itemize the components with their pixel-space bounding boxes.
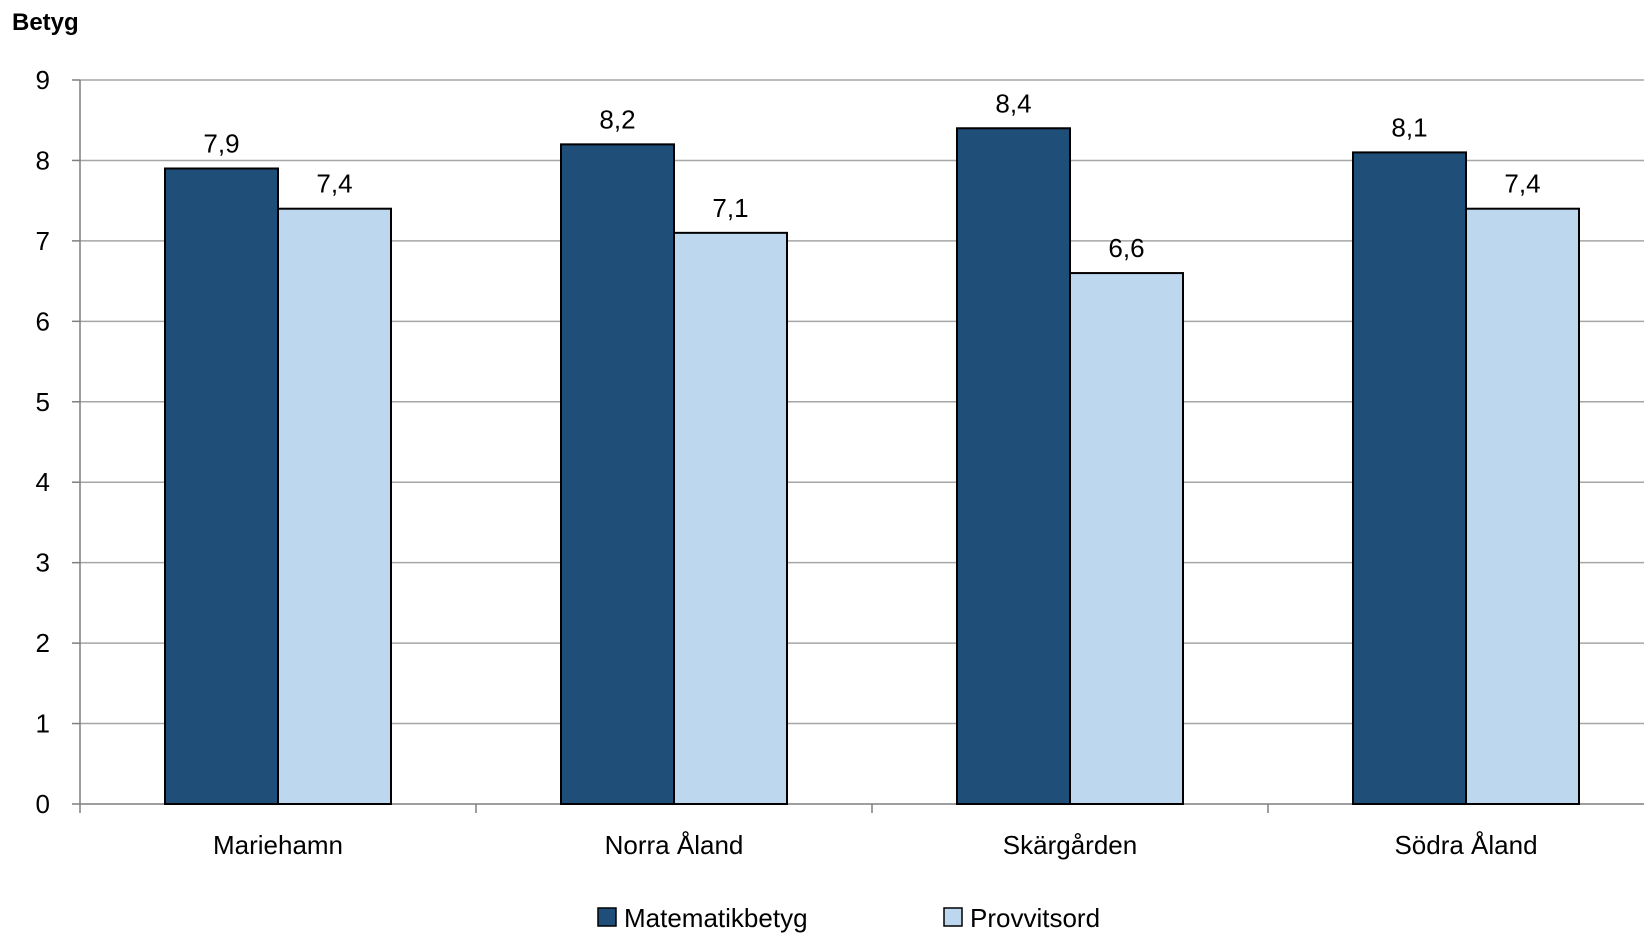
data-label: 8,4 bbox=[995, 88, 1031, 118]
y-tick-label: 5 bbox=[36, 387, 50, 417]
y-tick-label: 4 bbox=[36, 467, 50, 497]
data-label: 8,1 bbox=[1391, 112, 1427, 142]
y-tick-label: 3 bbox=[36, 548, 50, 578]
bar-provvitsord bbox=[1465, 207, 1580, 805]
y-tick-label: 2 bbox=[36, 628, 50, 658]
bar-provvitsord bbox=[1069, 272, 1184, 806]
y-tick-label: 7 bbox=[36, 226, 50, 256]
y-axis-label: Betyg bbox=[12, 9, 79, 36]
y-tick-label: 9 bbox=[36, 65, 50, 95]
axes: 0 1 2 3 4 5 6 7 8 9 Mariehamn Norra Åland Skärgården… bbox=[36, 65, 1644, 860]
legend-label: Matematikbetyg bbox=[624, 903, 808, 933]
data-label: 7,1 bbox=[712, 193, 748, 223]
legend-swatch bbox=[943, 907, 963, 927]
data-label: 6,6 bbox=[1108, 233, 1144, 263]
y-tick-label: 0 bbox=[36, 789, 50, 819]
legend: Matematikbetyg Provvitsord bbox=[597, 903, 1100, 933]
x-tick-label: Mariehamn bbox=[213, 830, 343, 860]
legend-swatch bbox=[597, 907, 617, 927]
data-label: 7,4 bbox=[1504, 169, 1540, 199]
data-labels: 7,9 7,4 8,2 7,1 8,4 6,6 8,1 7,4 bbox=[203, 88, 1540, 263]
x-tick-label: Södra Åland bbox=[1394, 830, 1537, 860]
bar-matematikbetyg bbox=[560, 143, 675, 806]
legend-label: Provvitsord bbox=[970, 903, 1100, 933]
data-label: 7,4 bbox=[316, 169, 352, 199]
bar-matematikbetyg bbox=[164, 167, 279, 805]
bar-provvitsord bbox=[277, 207, 392, 805]
bar-matematikbetyg bbox=[956, 127, 1071, 805]
x-tick-label: Norra Åland bbox=[605, 830, 744, 860]
y-tick-label: 8 bbox=[36, 145, 50, 175]
bar-provvitsord bbox=[673, 231, 788, 806]
data-label: 8,2 bbox=[599, 104, 635, 134]
bars bbox=[164, 127, 1580, 806]
x-tick-label: Skärgården bbox=[1003, 830, 1137, 860]
data-label: 7,9 bbox=[203, 128, 239, 158]
y-tick-label: 1 bbox=[36, 709, 50, 739]
y-tick-label: 6 bbox=[36, 306, 50, 336]
bar-matematikbetyg bbox=[1352, 151, 1467, 805]
